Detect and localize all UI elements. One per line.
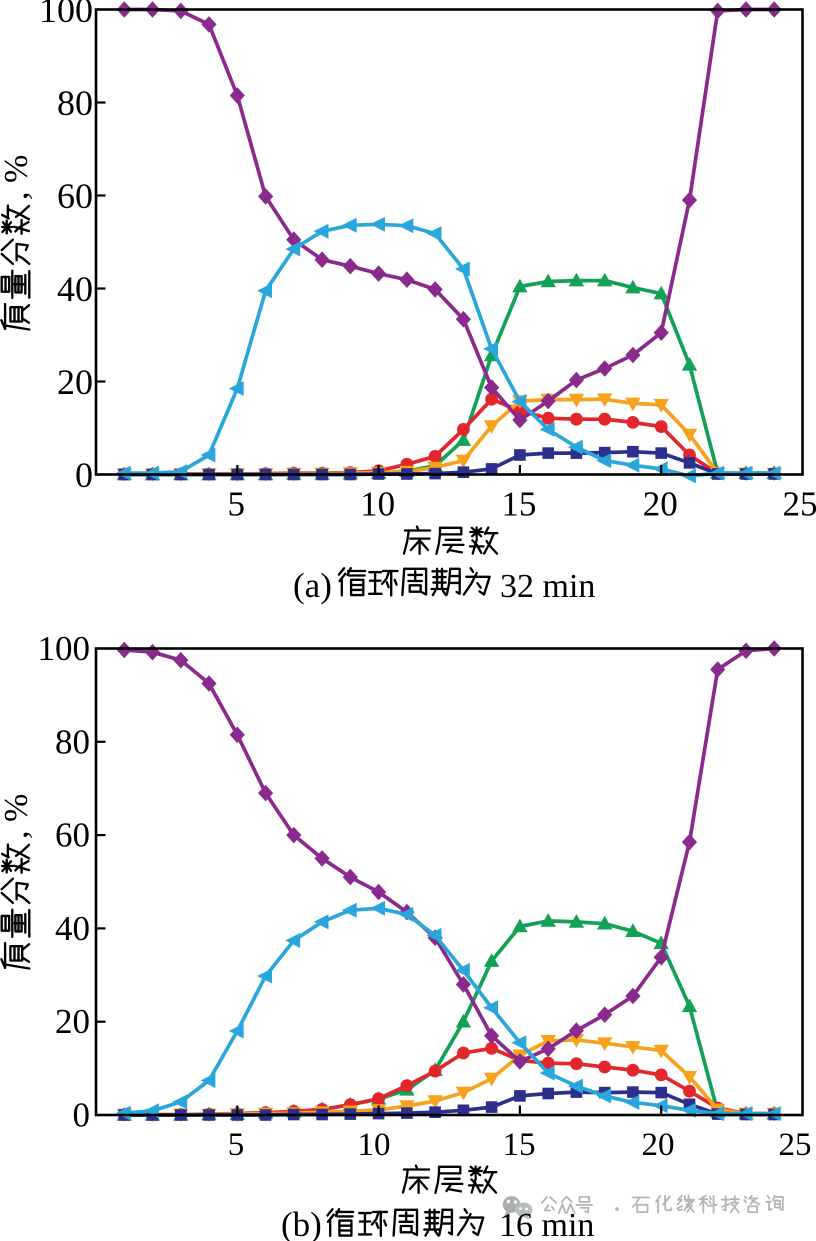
- svg-text:25: 25: [779, 1127, 812, 1163]
- svg-text:(a): (a): [293, 566, 332, 605]
- svg-text:16 min: 16 min: [499, 1207, 594, 1241]
- svg-text:32 min: 32 min: [500, 568, 595, 605]
- svg-text:, %: , %: [0, 155, 35, 200]
- svg-text:100: 100: [39, 0, 93, 30]
- svg-text:25: 25: [783, 485, 816, 524]
- svg-text:20: 20: [643, 485, 678, 524]
- svg-text:20: 20: [57, 362, 93, 402]
- svg-text:15: 15: [503, 1127, 536, 1163]
- svg-text:5: 5: [228, 485, 246, 524]
- svg-text:40: 40: [55, 909, 90, 948]
- svg-text:40: 40: [57, 269, 93, 309]
- svg-text:20: 20: [55, 1002, 90, 1041]
- svg-text:10: 10: [360, 485, 395, 524]
- svg-text:100: 100: [38, 629, 91, 668]
- svg-text:15: 15: [501, 485, 536, 524]
- svg-text:20: 20: [642, 1127, 675, 1163]
- svg-text:80: 80: [57, 83, 93, 123]
- svg-text:(b): (b): [281, 1205, 322, 1241]
- svg-text:0: 0: [73, 1096, 91, 1135]
- svg-text:0: 0: [75, 455, 93, 495]
- svg-text:60: 60: [55, 816, 90, 855]
- svg-text:60: 60: [57, 176, 93, 216]
- svg-text:80: 80: [55, 722, 90, 761]
- svg-text:5: 5: [228, 1127, 245, 1163]
- svg-text:10: 10: [358, 1127, 391, 1163]
- svg-text:, %: , %: [0, 794, 35, 839]
